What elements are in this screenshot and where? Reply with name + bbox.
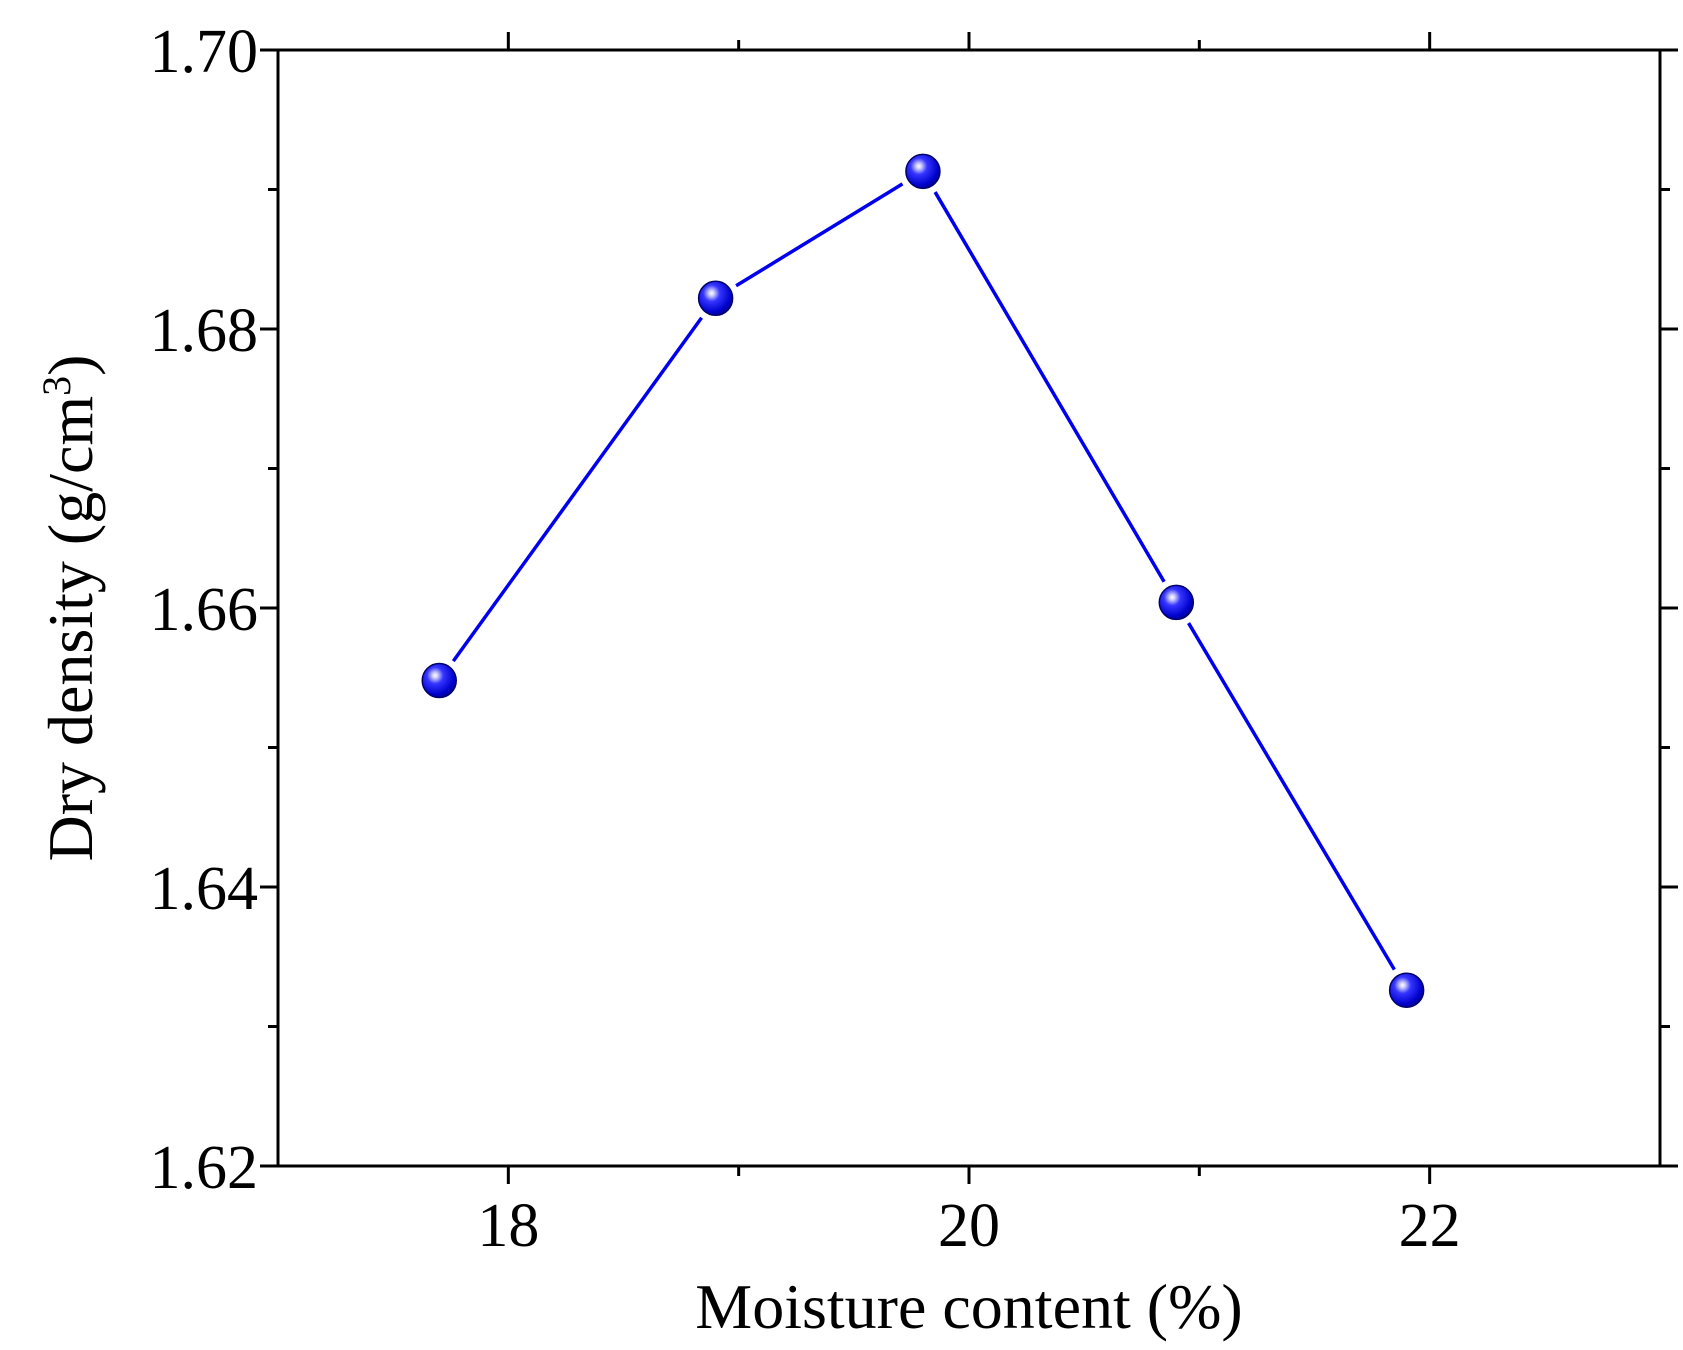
- x-tick-label: 20: [938, 1192, 1000, 1260]
- y-axis-title-suffix: ): [35, 355, 106, 376]
- data-point: [421, 662, 457, 699]
- x-axis-title: Moisture content (%): [695, 1271, 1242, 1342]
- data-point: [697, 280, 734, 317]
- series-line-segment: [451, 316, 703, 663]
- series-line-segment: [1187, 622, 1396, 971]
- y-axis-title: Dry density (g/cm3): [34, 355, 107, 862]
- y-axis-title-main: Dry density (g/cm: [35, 396, 106, 862]
- x-tick-label: 22: [1399, 1192, 1461, 1260]
- y-tick-label: 1.68: [150, 297, 259, 365]
- y-tick-label: 1.66: [150, 576, 259, 644]
- data-point: [905, 153, 941, 190]
- axes: 18 20 22 1.62 1.64 1.66 1.68 1.70: [150, 18, 1678, 1260]
- data-point: [1388, 972, 1425, 1008]
- y-tick-label: 1.62: [150, 1134, 259, 1202]
- series-line-segment: [933, 191, 1166, 583]
- data-point: [1158, 584, 1195, 621]
- x-tick-label: 18: [477, 1192, 539, 1260]
- y-tick-label: 1.64: [150, 855, 259, 923]
- y-tick-label: 1.70: [150, 18, 259, 86]
- plot-area: [421, 153, 1425, 1008]
- y-axis-title-superscript: 3: [34, 376, 79, 396]
- series-line-segment: [735, 182, 904, 288]
- plot-frame: [276, 48, 1662, 1168]
